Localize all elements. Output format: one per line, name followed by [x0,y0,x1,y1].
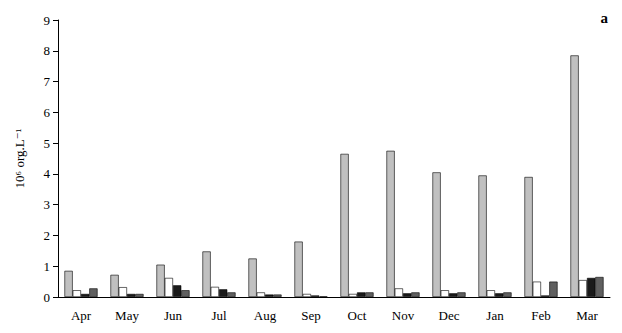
svg-text:Sep: Sep [301,308,321,323]
svg-text:Oct: Oct [348,308,367,323]
svg-text:Feb: Feb [531,308,551,323]
svg-text:Nov: Nov [392,308,415,323]
svg-text:Aug: Aug [254,308,277,323]
svg-text:3: 3 [44,197,51,212]
svg-text:2: 2 [44,228,51,243]
svg-text:a: a [601,10,609,26]
svg-text:Jan: Jan [486,308,504,323]
svg-text:1: 1 [44,259,51,274]
svg-text:5: 5 [44,136,51,151]
svg-text:4: 4 [44,166,51,181]
svg-text:Apr: Apr [71,308,92,323]
svg-text:7: 7 [44,74,51,89]
svg-text:Jul: Jul [211,308,227,323]
svg-text:May: May [115,308,139,323]
svg-text:6: 6 [44,105,51,120]
svg-text:Jun: Jun [164,308,183,323]
svg-text:10⁶ org.L⁻¹: 10⁶ org.L⁻¹ [12,128,27,188]
svg-text:Mar: Mar [576,308,598,323]
svg-text:9: 9 [44,13,51,28]
svg-text:8: 8 [44,43,51,58]
svg-text:Dec: Dec [439,308,460,323]
svg-text:0: 0 [44,290,51,305]
